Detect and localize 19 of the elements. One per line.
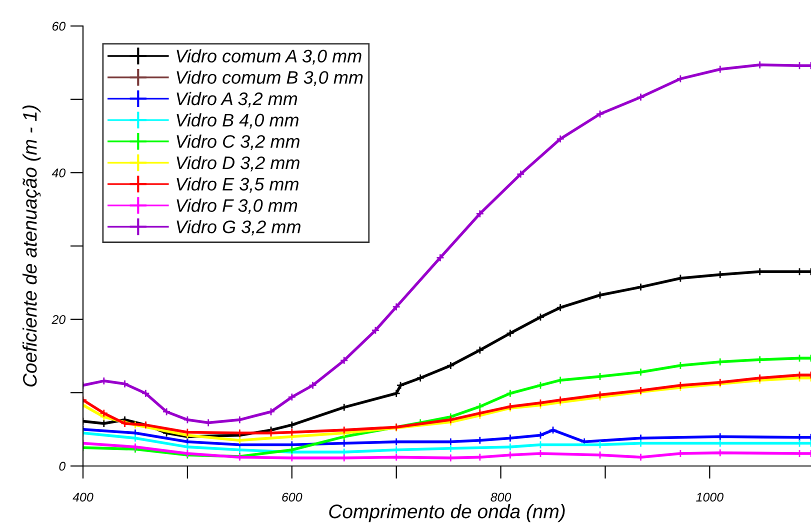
legend-label: Vidro E 3,5 mm [176,177,298,193]
y-tick-label: 0 [59,462,66,471]
x-tick-label: 800 [490,492,512,502]
x-tick-label: 400 [72,492,94,502]
legend-label: Vidro F 3,0 mm [176,198,298,214]
x-tick-label: 1000 [696,492,724,502]
legend-label: Vidro A 3,2 mm [176,92,298,108]
y-tick-label: 40 [52,168,66,178]
legend-label: Vidro B 4,0 mm [176,113,298,129]
legend-label: Vidro G 3,2 mm [176,220,300,236]
y-tick-label: 60 [52,22,66,31]
legend-label: Vidro C 3,2 mm [176,134,300,150]
x-tick-label: 600 [282,492,302,502]
legend-label: Vidro comum B 3,0 mm [176,70,363,86]
y-axis-title: Coeficiente de atenuação (m - 1) [22,106,41,387]
y-tick-label: 20 [52,315,66,324]
legend-label: Vidro D 3,2 mm [176,156,300,172]
x-axis-title: Comprimento de onda (nm) [329,504,565,522]
legend-label: Vidro comum A 3,0 mm [176,49,362,65]
